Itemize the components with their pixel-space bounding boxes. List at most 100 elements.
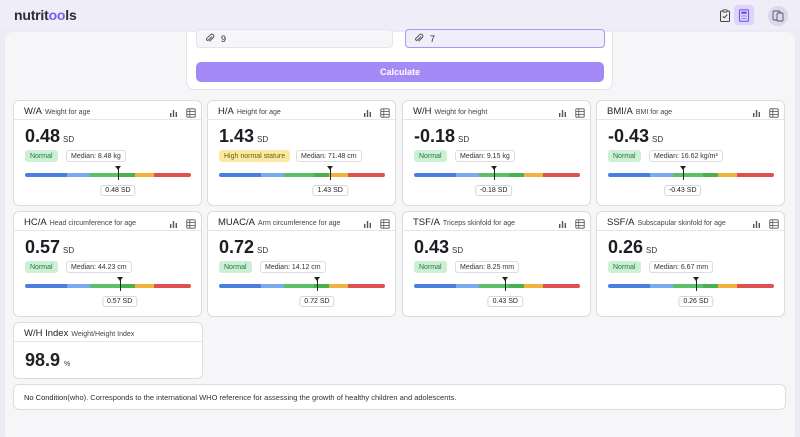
bar-chart-icon[interactable]: [363, 216, 372, 234]
scale-segment: [414, 284, 456, 288]
measurement-input-1[interactable]: 9: [196, 29, 393, 48]
input-value: 9: [221, 33, 227, 44]
scale-segment: [66, 284, 90, 288]
indicator-card-w-a: W/A Weight for age 0.48 SD Normal Median: 8.4…: [13, 100, 202, 206]
bar-chart-icon[interactable]: [169, 105, 178, 123]
scale-segment: [414, 173, 456, 177]
scale-segment: [702, 284, 718, 288]
status-badge: Normal: [608, 261, 641, 273]
sd-marker: [117, 168, 119, 180]
scale-segment: [328, 173, 349, 177]
status-badge: Normal: [414, 150, 447, 162]
sd-scale-bar: [219, 173, 385, 177]
indicator-card-w-h: W/H Weight for height -0.18 SD Normal Median:…: [402, 100, 591, 206]
card-header: HC/A Head circumference for age: [14, 212, 201, 231]
table-icon[interactable]: [769, 216, 779, 234]
reference-note: No Condition (who). Corresponds to the i…: [13, 384, 786, 410]
sd-label: 0.57 SD: [101, 296, 138, 307]
table-icon[interactable]: [380, 216, 390, 234]
status-badge: Normal: [25, 150, 58, 162]
scale-segment: [523, 284, 544, 288]
sd-marker: [682, 168, 684, 180]
scale-segment: [478, 284, 509, 288]
scale-segment: [543, 173, 580, 177]
card-header: W/H Weight for height: [403, 101, 590, 120]
sd-marker: [493, 168, 495, 180]
measurement-input-2[interactable]: 7: [405, 29, 605, 48]
bar-chart-icon[interactable]: [169, 216, 178, 234]
sd-marker: [505, 279, 507, 291]
sd-value: -0.18 SD: [414, 126, 470, 146]
scale-segment: [119, 173, 135, 177]
card-header: W/A Weight for age: [14, 101, 201, 120]
app-logo[interactable]: nutritools: [14, 7, 77, 23]
scale-segment: [649, 284, 673, 288]
median-label: Median: 71.48 cm: [296, 150, 362, 162]
scale-segment: [25, 284, 67, 288]
median-label: Median: 44.23 cm: [66, 261, 132, 273]
scale-segment: [313, 284, 329, 288]
scale-segment: [348, 173, 385, 177]
bar-chart-icon[interactable]: [363, 105, 372, 123]
status-badge: Normal: [219, 261, 252, 273]
sd-scale-bar: [219, 284, 385, 288]
sd-label: -0.18 SD: [474, 185, 513, 196]
sd-value: -0.43 SD: [608, 126, 664, 146]
table-icon[interactable]: [769, 105, 779, 123]
card-title: H/A Height for age: [218, 106, 281, 117]
sd-value: 0.72 SD: [219, 237, 269, 257]
table-icon[interactable]: [380, 105, 390, 123]
reference-text: (who). Corresponds to the international …: [67, 392, 457, 402]
table-icon[interactable]: [186, 216, 196, 234]
scale-segment: [508, 173, 524, 177]
sd-marker: [330, 168, 332, 180]
bar-chart-icon[interactable]: [752, 216, 761, 234]
scale-segment: [283, 284, 314, 288]
indicator-card-bmi-a: BMI/A BMI for age -0.43 SD Normal Median: 16.…: [596, 100, 785, 206]
sd-scale-bar: [414, 284, 580, 288]
scale-segment: [25, 173, 67, 177]
scale-segment: [328, 284, 349, 288]
scale-segment: [455, 284, 479, 288]
input-value: 7: [430, 33, 436, 44]
scale-segment: [119, 284, 135, 288]
scale-segment: [89, 173, 120, 177]
scale-segment: [154, 173, 191, 177]
table-icon[interactable]: [186, 105, 196, 123]
card-header: SSF/A Subscapular skinfold for age: [597, 212, 784, 231]
sd-marker: [695, 279, 697, 291]
scale-segment: [523, 173, 544, 177]
scale-segment: [717, 284, 738, 288]
sd-scale-bar: [25, 173, 191, 177]
scale-segment: [649, 173, 673, 177]
card-header: BMI/A BMI for age: [597, 101, 784, 120]
scale-segment: [66, 173, 90, 177]
table-icon[interactable]: [575, 216, 585, 234]
calculator-icon[interactable]: [734, 5, 754, 25]
median-label: Median: 6.67 mm: [649, 261, 714, 273]
condition-label: No Condition: [24, 392, 68, 402]
bar-chart-icon[interactable]: [558, 216, 567, 234]
calculate-button[interactable]: Calculate: [196, 62, 604, 82]
sd-label: -0.43 SD: [663, 185, 702, 196]
card-title: W/H Index Weight/Height Index: [24, 328, 135, 339]
indicator-card-h-a: H/A Height for age 1.43 SD High normal statu…: [207, 100, 396, 206]
scale-segment: [154, 284, 191, 288]
sd-value: 0.26 SD: [608, 237, 658, 257]
avatar[interactable]: [768, 6, 788, 26]
index-value: 98.9%: [25, 350, 71, 370]
indicator-card-tsf-a: TSF/A Triceps skinfold for age 0.43 SD Norma…: [402, 211, 591, 317]
bar-chart-icon[interactable]: [558, 105, 567, 123]
indicator-card-muac-a: MUAC/A Arm circumference for age 0.72 SD Nor…: [207, 211, 396, 317]
table-icon[interactable]: [575, 105, 585, 123]
clipboard-check-icon[interactable]: [716, 6, 734, 24]
scale-segment: [219, 173, 261, 177]
paperclip-icon: [205, 33, 215, 46]
scale-segment: [672, 173, 703, 177]
card-title: HC/A Head circumference for age: [24, 217, 137, 228]
scale-segment: [608, 284, 650, 288]
card-header: MUAC/A Arm circumference for age: [208, 212, 395, 231]
scale-segment: [737, 284, 774, 288]
card-title: BMI/A BMI for age: [607, 106, 673, 117]
bar-chart-icon[interactable]: [752, 105, 761, 123]
